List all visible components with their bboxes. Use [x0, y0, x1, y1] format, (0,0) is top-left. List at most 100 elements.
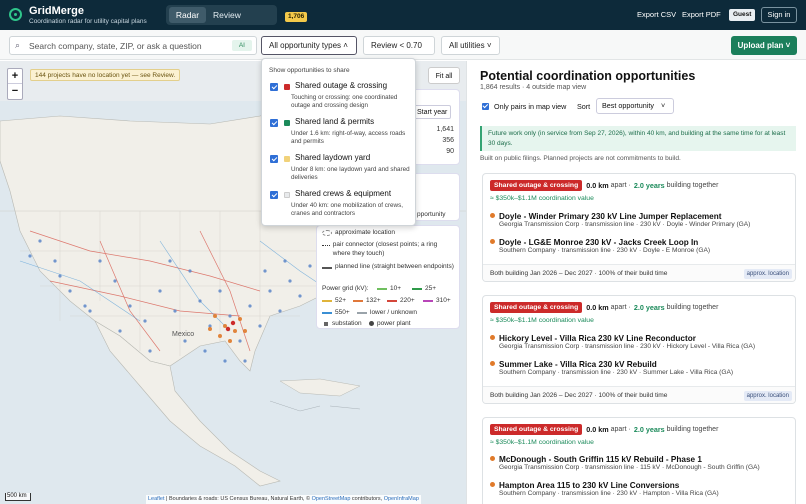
- option-label: Shared outage & crossing: [295, 81, 388, 90]
- chevron-down-icon: ˅: [486, 41, 492, 50]
- zoom-in-button[interactable]: +: [8, 69, 22, 84]
- osm-link[interactable]: OpenStreetMap: [311, 496, 351, 502]
- category-tag: Shared outage & crossing: [490, 302, 583, 313]
- card-header: Shared outage & crossing 0.0 km apart · …: [490, 424, 718, 435]
- ai-button[interactable]: AI: [231, 40, 252, 51]
- top-bar: GridMerge Coordination radar for utility…: [0, 0, 806, 30]
- attribution-text: | Boundaries & roads: US Census Bureau, …: [166, 496, 311, 502]
- grid-level-label: 550+: [335, 309, 350, 316]
- grid-level-label: 310+: [436, 297, 451, 304]
- option-shared-land[interactable]: Shared land & permits Under 1.6 km: righ…: [270, 117, 412, 149]
- checkbox[interactable]: [270, 155, 278, 163]
- project-item[interactable]: Doyle - Winder Primary 230 kV Line Jumpe…: [490, 212, 790, 228]
- project-dot-icon: [490, 335, 495, 340]
- checkbox[interactable]: [270, 191, 278, 199]
- start-year-button[interactable]: Start year: [413, 105, 452, 119]
- only-pairs-label: Only pairs in map view: [494, 102, 567, 111]
- app-name: GridMerge: [29, 5, 85, 17]
- project-name[interactable]: Doyle - LG&E Monroe 230 kV - Jacks Creek…: [499, 238, 699, 247]
- card-footer: Both building Jan 2026 – Dec 2027 · 100%…: [483, 386, 795, 403]
- grid-level-label: 25+: [425, 285, 437, 292]
- export-csv-button[interactable]: Export CSV: [637, 10, 677, 19]
- opportunity-types-label: All opportunity types: [269, 41, 342, 50]
- opportunity-types-dropdown[interactable]: All opportunity types ˄: [261, 36, 357, 55]
- leaflet-link[interactable]: Leaflet: [148, 496, 165, 502]
- project-item[interactable]: Hampton Area 115 to 230 kV Line Conversi…: [490, 481, 790, 497]
- project-item[interactable]: Summer Lake - Villa Rica 230 kV Rebuild …: [490, 360, 790, 376]
- panel-title: Potential coordination opportunities: [480, 69, 696, 83]
- legend-approx-location: approximate location: [322, 229, 395, 236]
- project-name[interactable]: Summer Lake - Villa Rica 230 kV Rebuild: [499, 360, 657, 369]
- grid-line-swatch: [322, 311, 332, 314]
- fit-all-button[interactable]: Fit all: [428, 67, 460, 84]
- sort-select[interactable]: Best opportunity ˅: [596, 98, 674, 114]
- map-scale-bar: 500 km: [5, 493, 31, 501]
- distance: 0.0 km: [586, 181, 609, 190]
- project-name[interactable]: McDonough - South Griffin 115 kV Rebuild…: [499, 455, 702, 464]
- export-pdf-button[interactable]: Export PDF: [682, 10, 721, 19]
- zoom-out-button[interactable]: −: [11, 85, 19, 97]
- project-item[interactable]: McDonough - South Griffin 115 kV Rebuild…: [490, 455, 790, 471]
- project-name[interactable]: Hampton Area 115 to 230 kV Line Conversi…: [499, 481, 680, 490]
- coordination-value: ≈ $350k–$1.1M coordination value: [490, 439, 594, 446]
- openinframap-link[interactable]: OpenInfraMap: [383, 496, 419, 502]
- project-detail: Georgia Transmission Corp · transmission…: [499, 343, 756, 350]
- tab-radar[interactable]: Radar: [169, 7, 206, 23]
- grid-line-swatch: [322, 299, 332, 302]
- sign-in-button[interactable]: Sign in: [761, 7, 797, 23]
- option-shared-crews[interactable]: Shared crews & equipment Under 40 km: on…: [270, 189, 412, 221]
- option-label: Shared land & permits: [295, 117, 375, 126]
- review-count-badge: 1,706: [285, 12, 308, 22]
- review-dropdown[interactable]: Review < 0.70 ˅: [363, 36, 435, 67]
- tab-review[interactable]: Review 1,706: [208, 7, 308, 23]
- opportunity-card[interactable]: Shared outage & crossing 0.0 km apart · …: [482, 417, 796, 504]
- overlap-years: 2.0 years: [633, 425, 665, 434]
- category-swatch: [284, 156, 290, 162]
- legend-label: approximate location: [335, 229, 395, 236]
- menu-heading: Show opportunities to share: [269, 67, 350, 74]
- search-input[interactable]: [29, 39, 219, 52]
- grid-level-label: 132+: [366, 297, 381, 304]
- power-plant-icon: [369, 321, 374, 326]
- opportunity-card[interactable]: Shared outage & crossing 0.0 km apart · …: [482, 295, 796, 404]
- grid-level-label: lower / unknown: [370, 309, 417, 316]
- project-item[interactable]: Hickory Level - Villa Rica 230 kV Line R…: [490, 334, 790, 350]
- apart-label: apart ·: [610, 182, 631, 189]
- option-label: Shared crews & equipment: [295, 189, 392, 198]
- map-label-mexico: Mexico: [172, 331, 195, 338]
- project-name[interactable]: Hickory Level - Villa Rica 230 kV Line R…: [499, 334, 696, 343]
- upload-plan-button[interactable]: Upload plan ˅: [731, 36, 797, 55]
- chevron-up-icon: ˄: [343, 41, 348, 50]
- sort-value: Best opportunity: [602, 101, 654, 110]
- checkbox[interactable]: [270, 83, 278, 91]
- search-icon: ⌕: [15, 40, 21, 50]
- solid-line-icon: [322, 267, 332, 269]
- approx-location-badge: approx. location: [743, 391, 792, 401]
- apart-label: apart ·: [610, 426, 631, 433]
- count-value: 1,641: [436, 126, 454, 133]
- grid-level-220: 220+: [387, 297, 415, 304]
- filter-bar: ⌕ AI All opportunity types ˄ Review < 0.…: [0, 30, 806, 67]
- power-grid-title: Power grid (kV):: [322, 285, 369, 292]
- distance: 0.0 km: [586, 425, 609, 434]
- project-dot-icon: [490, 482, 495, 487]
- no-location-notice[interactable]: 144 projects have no location yet — see …: [30, 69, 181, 81]
- option-shared-laydown[interactable]: Shared laydown yard Under 8 km: one layd…: [270, 153, 412, 185]
- map-legend: approximate location pair connector (clo…: [316, 225, 460, 329]
- project-item[interactable]: Doyle - LG&E Monroe 230 kV - Jacks Creek…: [490, 238, 790, 254]
- project-name[interactable]: Doyle - Winder Primary 230 kV Line Jumpe…: [499, 212, 722, 221]
- category-tag: Shared outage & crossing: [490, 424, 583, 435]
- only-pairs-toggle[interactable]: Only pairs in map view: [482, 102, 566, 111]
- option-shared-outage[interactable]: Shared outage & crossing Touching or cro…: [270, 81, 412, 113]
- checkbox[interactable]: [482, 103, 489, 110]
- opportunity-card[interactable]: Shared outage & crossing 0.0 km apart · …: [482, 173, 796, 282]
- checkbox[interactable]: [270, 119, 278, 127]
- grid-line-swatch: [412, 287, 422, 290]
- disclaimer: Built on public filings. Planned project…: [480, 155, 681, 162]
- overlap-years: 2.0 years: [633, 303, 665, 312]
- utilities-dropdown[interactable]: All utilities ˅: [441, 36, 500, 55]
- legend-label: planned line (straight between endpoints…: [335, 263, 454, 270]
- legend-planned-line: planned line (straight between endpoints…: [322, 263, 456, 272]
- project-detail: Southern Company · transmission line · 2…: [499, 247, 711, 254]
- filter-info-banner: Future work only (in service from Sep 27…: [480, 126, 796, 151]
